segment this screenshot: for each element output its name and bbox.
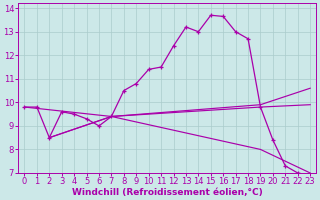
X-axis label: Windchill (Refroidissement éolien,°C): Windchill (Refroidissement éolien,°C) bbox=[72, 188, 263, 197]
